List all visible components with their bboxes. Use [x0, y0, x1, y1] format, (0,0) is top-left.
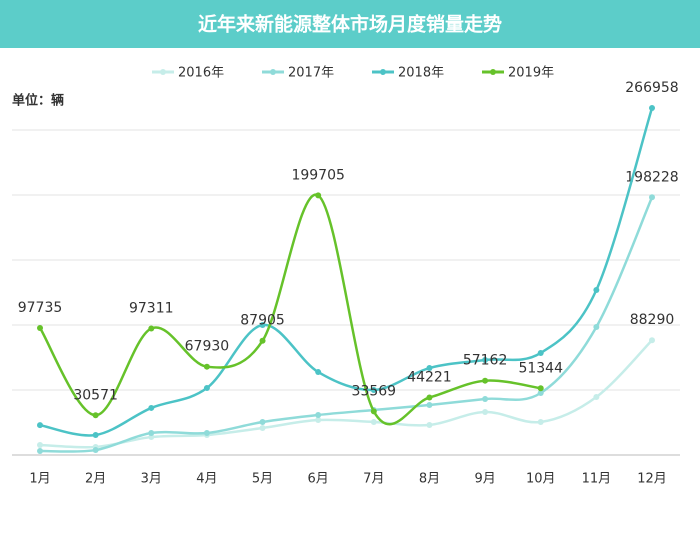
data-label: 30571: [73, 387, 118, 403]
x-tick-label: 1月: [29, 472, 50, 487]
data-label: 97735: [18, 300, 63, 316]
data-point: [92, 431, 99, 438]
data-label: 97311: [129, 300, 174, 316]
x-tick-label: 11月: [582, 472, 612, 487]
legend-marker: [380, 69, 386, 75]
x-tick-label: 7月: [363, 472, 384, 487]
data-point: [426, 421, 433, 428]
x-tick-label: 3月: [141, 472, 162, 487]
data-label: 33569: [352, 383, 397, 399]
data-point: [649, 104, 655, 111]
data-label: 51344: [518, 360, 563, 376]
data-label: 57162: [463, 353, 508, 369]
legend-marker: [270, 69, 276, 75]
data-point: [148, 404, 155, 411]
legend-label: 2016年: [178, 66, 224, 81]
x-tick-label: 6月: [308, 472, 329, 487]
data-point: [593, 394, 600, 401]
data-label: 198228: [625, 169, 678, 185]
data-point: [259, 424, 266, 431]
data-point: [259, 322, 266, 328]
data-point: [37, 447, 43, 454]
data-point: [537, 385, 544, 392]
data-point: [370, 408, 377, 415]
data-point: [315, 192, 322, 199]
series-line: [39, 196, 654, 453]
legend-label: 2019年: [508, 66, 554, 81]
data-point: [370, 418, 377, 425]
legend-marker: [490, 69, 496, 75]
series-line: [39, 339, 653, 449]
data-label: 88290: [630, 312, 675, 328]
data-label: 44221: [407, 370, 452, 386]
x-tick-label: 12月: [637, 472, 667, 487]
data-point: [259, 418, 266, 425]
chart-title: 近年来新能源整体市场月度销量走势: [198, 13, 502, 36]
data-label: 87905: [240, 313, 285, 329]
data-label: 67930: [185, 339, 230, 355]
x-tick-label: 9月: [474, 472, 495, 487]
data-point: [537, 389, 544, 396]
data-point: [37, 324, 43, 331]
legend-label: 2017年: [288, 66, 334, 81]
data-point: [37, 441, 43, 448]
data-point: [148, 430, 155, 437]
data-point: [649, 337, 655, 344]
x-tick-label: 8月: [419, 472, 440, 487]
data-point: [593, 287, 600, 294]
data-point: [203, 363, 210, 370]
data-point: [315, 411, 322, 418]
data-point: [203, 430, 210, 437]
title-banner: [0, 0, 700, 48]
x-tick-label: 2月: [85, 472, 106, 487]
data-point: [315, 417, 322, 424]
data-label: 199705: [291, 167, 344, 183]
data-point: [649, 194, 655, 201]
series-line: [39, 107, 654, 437]
data-point: [37, 422, 43, 429]
data-point: [92, 412, 99, 419]
legend-label: 2018年: [398, 66, 444, 81]
data-point: [537, 418, 544, 425]
data-point: [203, 385, 210, 392]
data-point: [370, 387, 377, 393]
data-point: [426, 365, 433, 372]
data-point: [537, 349, 544, 356]
data-point: [482, 395, 489, 402]
data-point: [148, 325, 155, 332]
unit-label: 单位：辆: [12, 93, 64, 109]
data-point: [482, 356, 489, 363]
data-point: [593, 323, 600, 330]
x-tick-label: 10月: [526, 472, 556, 487]
data-point: [259, 337, 266, 344]
x-tick-label: 4月: [196, 472, 217, 487]
data-point: [315, 369, 322, 376]
data-point: [482, 377, 489, 384]
data-label: 266958: [625, 80, 678, 96]
data-point: [482, 408, 489, 415]
data-point: [426, 394, 433, 401]
data-point: [92, 447, 99, 454]
data-point: [426, 401, 433, 408]
legend-marker: [160, 69, 166, 75]
x-tick-label: 5月: [252, 472, 273, 487]
